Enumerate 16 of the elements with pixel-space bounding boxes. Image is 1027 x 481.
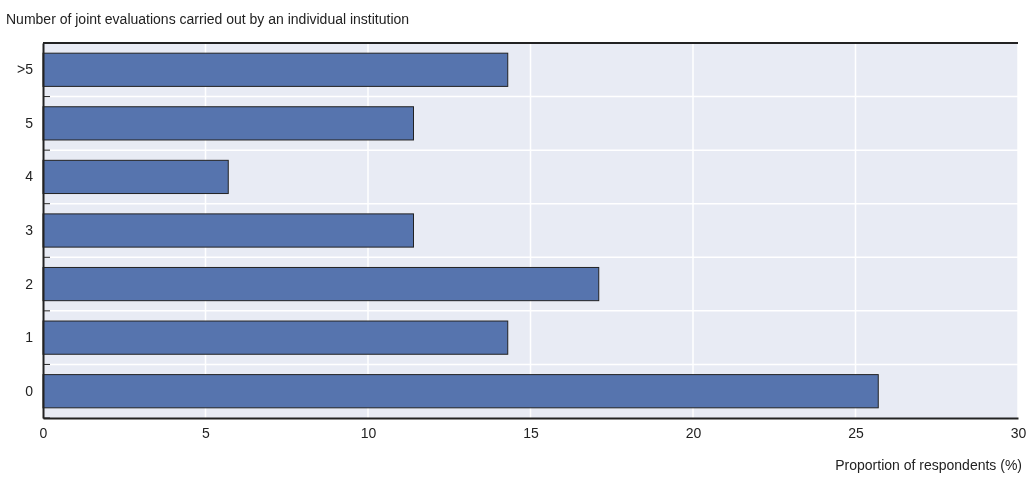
x-tick-label: 0 [39,424,48,441]
y-tick-label: 5 [25,114,34,131]
x-tick-label: 5 [202,424,211,441]
x-tick-label: 15 [523,424,539,441]
x-tick-label: 25 [848,424,864,441]
y-tick-label: 0 [25,382,34,399]
y-tick-label: 1 [25,329,34,346]
chart-title: Number of joint evaluations carried out by an individual institution [6,11,410,27]
y-tick-label: 2 [25,275,34,292]
y-tick-label: 4 [25,168,34,185]
y-tick-label: 3 [25,221,34,238]
x-tick-label: 20 [685,424,702,441]
x-axis-title: Proportion of respondents (%) [835,457,1022,473]
y-tick-label: >5 [17,61,34,78]
x-tick-label: 30 [1010,424,1027,441]
x-tick-label: 10 [360,424,377,441]
